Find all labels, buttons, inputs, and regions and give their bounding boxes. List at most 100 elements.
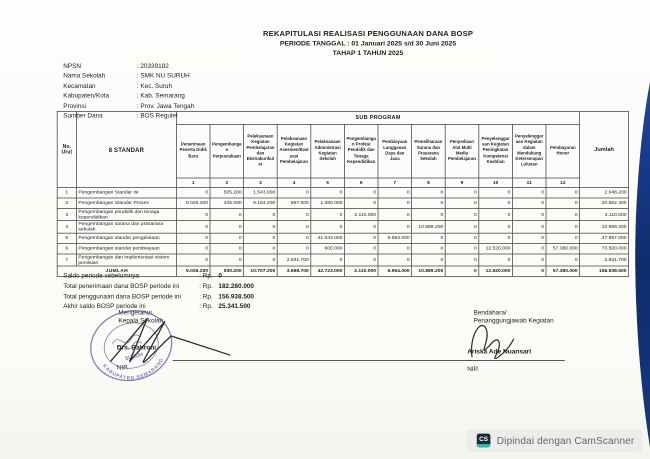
total-value-cell: 10.889.200 — [411, 265, 446, 277]
column-number: 6 — [343, 177, 379, 189]
camscanner-icon-accent — [476, 444, 491, 448]
column-header: Pelaksanaan Administrasi Kegiatan Sekola… — [310, 124, 345, 179]
camscanner-icon: CS — [476, 433, 491, 448]
right-nip-label: NIP. — [467, 365, 479, 373]
summary-label: Saldo periode sebelumnya — [63, 272, 139, 280]
value-cell: 0 — [444, 220, 480, 234]
value-cell: 10.889.200 — [411, 220, 446, 234]
value-cell: 0 — [444, 232, 480, 244]
value-cell: 0 — [176, 207, 211, 222]
camscanner-text: Dipindai dengan CamScanner — [496, 434, 635, 446]
summary-row: Akhir saldo BOSP periode ini Rp.25.341.50… — [63, 303, 254, 310]
school-info-value: Kab. Semarang — [137, 92, 185, 99]
value-cell: 0 — [411, 207, 446, 222]
value-cell: 0 — [209, 232, 245, 244]
school-info-value: 20339182 — [137, 62, 169, 69]
value-cell: 0 — [512, 253, 547, 267]
row-label-cell: Pengembangan pendidik dan tenaga kependi… — [76, 207, 177, 222]
table-row: 2 Pengembangan Standar Proses 9.026.200 425… — [56, 197, 629, 209]
school-info-row: NPSN 20339182 — [63, 62, 194, 69]
column-header: Penyelenggaraan Kegiatan dalam Mendukung… — [512, 124, 547, 179]
value-cell: 12.520.000 — [478, 242, 513, 255]
value-cell: 0 — [478, 187, 513, 199]
value-cell: 0 — [478, 207, 513, 222]
school-info-value: SMK NU SURUH — [137, 72, 190, 79]
value-cell: 0 — [243, 207, 278, 222]
value-cell: 0 — [377, 207, 413, 222]
column-number: 11 — [512, 177, 547, 189]
table-total-row: JUMLAH 9.026.200 930.200 10.707.200 3.698.70… — [56, 265, 629, 277]
value-cell: 0 — [209, 220, 245, 234]
value-cell: 2.110.000 — [343, 207, 379, 222]
summary-row: Total penerimaan dana BOSP periode ini Rp… — [63, 282, 254, 289]
value-cell: 0 — [512, 232, 547, 244]
value-cell: 0 — [545, 187, 581, 199]
camscanner-badge: CS Dipindai dengan CamScanner — [466, 428, 643, 452]
school-info-row: Provinsi Prov. Jawa Tengah — [63, 102, 194, 109]
value-cell: 0 — [343, 242, 379, 255]
value-cell: 0 — [545, 253, 581, 267]
value-cell: 0 — [512, 197, 547, 209]
right-sig-role-1: Bendahara/ — [473, 308, 507, 316]
column-number: 3 — [243, 177, 278, 189]
school-info-label: NPSN — [63, 62, 81, 70]
column-header: Pembiayaan Langganan Daya dan Jasa — [377, 124, 413, 179]
value-cell: 0 — [176, 253, 211, 267]
column-header: Pengembangan Profesi Pendidik dan Tenaga… — [343, 124, 379, 179]
value-cell: 0 — [545, 197, 581, 209]
currency-label: Rp. — [199, 303, 218, 310]
total-value-cell: 42.723.000 — [310, 265, 345, 277]
signature-underline — [172, 360, 565, 361]
table-row: 5 Pengembangan standar pengelolaan 0 0 0 0 41.… — [56, 232, 629, 244]
currency-label: Rp. — [199, 272, 218, 279]
value-cell: 0 — [512, 187, 547, 199]
summary-label: Total penerimaan dana BOSP periode ini — [63, 282, 180, 290]
document-phase: TAHAP 1 TAHUN 2025 — [332, 48, 404, 57]
value-cell: 0 — [411, 242, 446, 255]
row-total-cell: 70.500.000 — [579, 242, 629, 255]
table-row: 7 Pengembangan dan implementasi sistem pe… — [56, 253, 629, 267]
value-cell: 0 — [209, 253, 245, 267]
value-cell: 0 — [176, 242, 211, 255]
column-number: 10 — [478, 177, 513, 189]
summary-row: Saldo periode sebelumnya Rp.0 — [63, 272, 254, 279]
header-no-urut: No. Urut — [56, 111, 77, 189]
value-cell: 0 — [243, 242, 278, 255]
currency-label: Rp. — [199, 292, 218, 299]
value-cell: 0 — [310, 253, 345, 267]
value-cell: 867.000 — [276, 197, 312, 209]
document-period: PERIODE TANGGAL : 01 Januari 2025 s/d 30… — [279, 39, 457, 48]
school-info-label: Nama Sekolah — [63, 72, 106, 80]
header-8-standar: 8 STANDAR — [76, 111, 177, 189]
value-cell: 0 — [243, 220, 278, 234]
value-cell: 0 — [243, 253, 278, 267]
value-cell: 0 — [545, 232, 581, 244]
total-value-cell: 3.698.700 — [276, 265, 312, 277]
value-cell: 0 — [377, 197, 413, 209]
left-sig-role-1: Mengetahui, — [118, 308, 154, 316]
stamp-center-text: SURUH — [124, 352, 144, 362]
column-number: 1 — [176, 177, 211, 189]
value-cell: 0 — [343, 232, 379, 244]
column-number: 5 — [310, 177, 345, 189]
total-value-cell: 0 — [444, 265, 480, 277]
school-info-row: Kabupaten/Kota Kab. Semarang — [63, 92, 194, 99]
value-cell: 9.164.200 — [243, 197, 278, 209]
row-total-cell: 2.110.000 — [579, 207, 629, 222]
value-cell: 0 — [411, 187, 446, 199]
realization-table: No. Urut 8 STANDAR SUB PROGRAM Jumlah Pe… — [56, 111, 629, 277]
row-number-cell: 5 — [56, 232, 77, 244]
row-number-cell: 1 — [56, 187, 77, 199]
row-total-cell: 2.048.200 — [579, 187, 629, 199]
value-cell: 0 — [411, 253, 446, 267]
value-cell: 0 — [276, 220, 312, 234]
value-cell: 505.200 — [209, 187, 245, 199]
row-number-cell: 2 — [56, 197, 77, 209]
table-row: 1 Pengembangan Standar Isi 0 505.200 1.543.0… — [56, 187, 629, 199]
value-cell: 0 — [444, 242, 480, 255]
row-total-cell: 20.562.400 — [579, 197, 629, 209]
value-cell: 41.043.000 — [310, 232, 345, 244]
row-total-cell: 2.831.700 — [579, 253, 629, 267]
value-cell: 0 — [411, 197, 446, 209]
